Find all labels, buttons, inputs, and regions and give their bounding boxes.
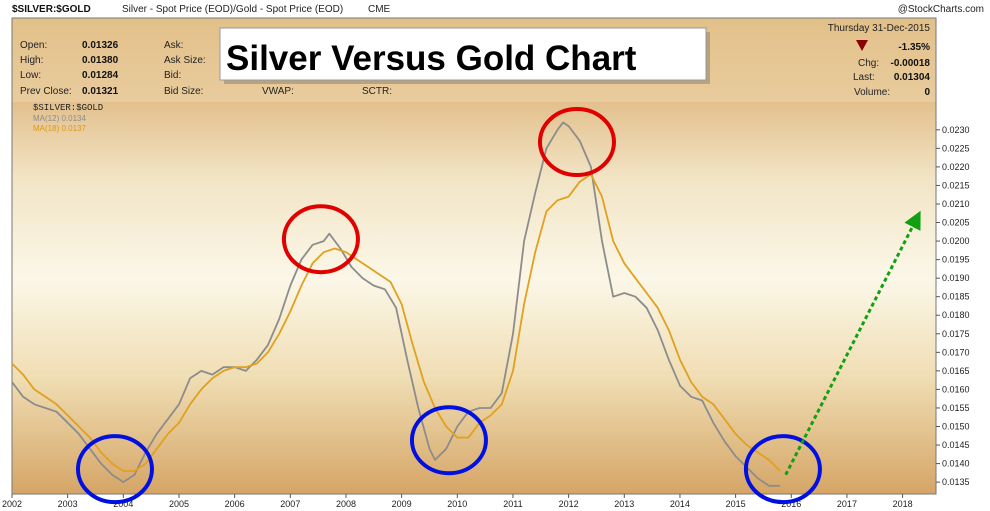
x-tick-label: 2011 — [503, 499, 522, 509]
y-tick-label: 0.0150 — [942, 422, 970, 432]
x-tick-label: 2006 — [225, 499, 245, 509]
stat-low-label: Low: — [20, 70, 41, 81]
stat-prevclose-label: Prev Close: — [20, 86, 72, 97]
trough-circle — [743, 434, 822, 505]
peak-circle — [537, 107, 616, 178]
y-tick-label: 0.0210 — [942, 199, 970, 209]
x-tick-label: 2015 — [726, 499, 746, 509]
stat-chg-value: -0.00018 — [891, 58, 931, 69]
stat-prevclose-value: 0.01321 — [82, 86, 119, 97]
x-tick-label: 2002 — [2, 499, 22, 509]
x-tick-label: 2007 — [280, 499, 300, 509]
stat-open-label: Open: — [20, 40, 47, 51]
stat-low-value: 0.01284 — [82, 70, 119, 81]
stat-last-value: 0.01304 — [894, 72, 931, 83]
y-axis: 0.0135 0.0140 0.0145 0.0150 0.0155 0.0160 0.01… — [936, 125, 970, 487]
y-tick-label: 0.0205 — [942, 218, 970, 228]
y-tick-label: 0.0215 — [942, 180, 970, 190]
stat-bidsize-label: Bid Size: — [164, 86, 203, 97]
y-tick-label: 0.0145 — [942, 440, 970, 450]
stat-sctr-label: SCTR: — [362, 86, 392, 97]
legend-entry-ma12: MA(12) 0.0134 — [33, 114, 86, 123]
x-axis: 2002 2003 2004 2005 2006 2007 2008 2009 2010 2011… — [2, 494, 913, 509]
stat-volume-value: 0 — [924, 87, 930, 98]
y-tick-label: 0.0230 — [942, 125, 970, 135]
x-tick-label: 2012 — [559, 499, 579, 509]
stat-open-value: 0.01326 — [82, 40, 119, 51]
y-tick-label: 0.0200 — [942, 236, 970, 246]
overlay-title-box — [219, 27, 707, 81]
y-tick-label: 0.0195 — [942, 255, 970, 265]
y-tick-label: 0.0225 — [942, 143, 970, 153]
stat-vwap-label: VWAP: — [262, 86, 294, 97]
y-tick-label: 0.0190 — [942, 273, 970, 283]
chart-symbol: $SILVER:$GOLD — [12, 4, 91, 15]
series-line-ma18 — [11, 173, 781, 472]
x-tick-label: 2009 — [392, 499, 412, 509]
y-tick-label: 0.0185 — [942, 292, 970, 302]
x-tick-label: 2010 — [447, 499, 467, 509]
stat-ask-label: Ask: — [164, 40, 183, 51]
peak-circle — [281, 204, 360, 275]
x-tick-label: 2017 — [837, 499, 857, 509]
stat-high-value: 0.01380 — [82, 55, 119, 66]
annotation-layer — [75, 107, 921, 505]
stat-volume-label: Volume: — [854, 87, 890, 98]
chart-exchange: CME — [368, 4, 391, 15]
x-tick-label: 2004 — [113, 499, 133, 509]
trough-circle — [409, 405, 488, 476]
plot-area — [12, 102, 936, 494]
trough-circle — [75, 434, 154, 505]
y-tick-label: 0.0170 — [942, 347, 970, 357]
y-tick-label: 0.0140 — [942, 459, 970, 469]
change-percent: -1.35% — [898, 42, 930, 53]
projection-arrow — [784, 210, 921, 476]
x-tick-label: 2003 — [58, 499, 78, 509]
x-tick-label: 2018 — [893, 499, 913, 509]
x-tick-label: 2013 — [614, 499, 634, 509]
stat-high-label: High: — [20, 55, 43, 66]
stat-chg-label: Chg: — [858, 58, 879, 69]
legend-entry-ma18: MA(18) 0.0137 — [33, 124, 86, 133]
down-triangle-icon — [856, 40, 868, 51]
brand-watermark: @StockCharts.com — [898, 4, 984, 15]
stat-bid-label: Bid: — [164, 70, 181, 81]
y-tick-label: 0.0165 — [942, 366, 970, 376]
stat-asksize-label: Ask Size: — [164, 55, 206, 66]
x-tick-label: 2008 — [336, 499, 356, 509]
x-tick-label: 2014 — [670, 499, 690, 509]
y-tick-label: 0.0220 — [942, 162, 970, 172]
x-tick-label: 2005 — [169, 499, 189, 509]
series-layer — [11, 121, 781, 487]
chart-date: Thursday 31-Dec-2015 — [828, 23, 931, 34]
chart-frame — [11, 17, 937, 495]
y-tick-label: 0.0160 — [942, 384, 970, 394]
x-tick-label: 2016 — [781, 499, 801, 509]
overlay-title: Silver Versus Gold Chart — [226, 39, 637, 78]
y-tick-label: 0.0135 — [942, 477, 970, 487]
y-tick-label: 0.0175 — [942, 329, 970, 339]
stat-last-label: Last: — [853, 72, 875, 83]
series-line-ma12 — [11, 121, 781, 487]
y-tick-label: 0.0155 — [942, 403, 970, 413]
chart-description: Silver - Spot Price (EOD)/Gold - Spot Pr… — [122, 4, 343, 15]
legend-title: $SILVER:$GOLD — [33, 103, 103, 113]
y-tick-label: 0.0180 — [942, 310, 970, 320]
